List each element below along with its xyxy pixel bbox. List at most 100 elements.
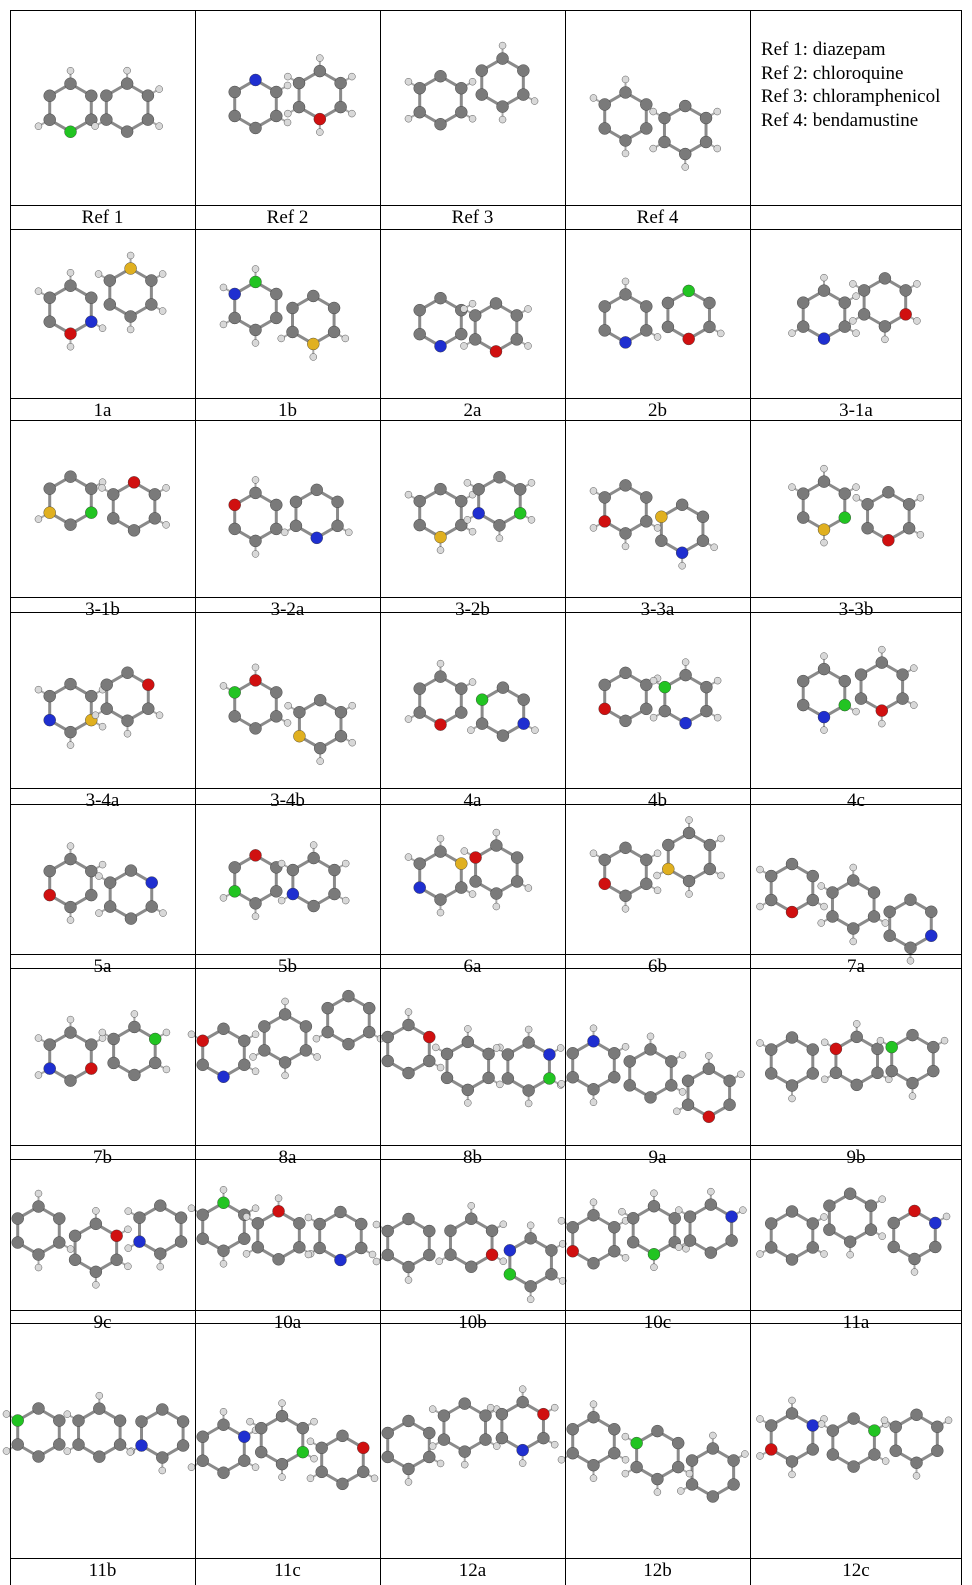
hydrogen-atom: [159, 909, 167, 917]
hydrogen-atom: [817, 919, 825, 927]
hydrogen-atom: [673, 1107, 681, 1115]
hydrogen-atom: [621, 905, 630, 913]
hydrogen-atom: [849, 317, 857, 325]
carbon-atom: [598, 853, 611, 867]
hydrogen-atom: [526, 1295, 535, 1304]
carbon-atom: [482, 1071, 495, 1085]
carbon-atom: [72, 1414, 85, 1427]
hydrogen-atom: [518, 1459, 527, 1467]
carbon-atom: [847, 922, 860, 935]
hydrogen-atom: [251, 912, 260, 921]
carbon-atom: [174, 1235, 188, 1248]
carbon-atom: [278, 1056, 292, 1069]
carbon-atom: [658, 135, 671, 149]
carbon-atom: [100, 89, 113, 102]
carbon-atom: [861, 498, 874, 511]
carbon-atom: [619, 527, 632, 540]
carbon-atom: [120, 77, 134, 90]
hydrogen-atom: [432, 1043, 440, 1052]
carbon-atom: [440, 1071, 454, 1085]
hydrogen-atom: [460, 305, 468, 313]
hydrogen-atom: [436, 908, 445, 917]
carbon-atom: [381, 1426, 394, 1440]
carbon-atom: [908, 1252, 921, 1266]
carbon-atom: [485, 1224, 499, 1237]
hydrogen-atom: [756, 1039, 764, 1047]
nitrogen-atom: [679, 716, 692, 730]
carbon-atom: [334, 729, 348, 743]
carbon-atom: [765, 1241, 778, 1254]
chlorine-atom: [475, 693, 489, 706]
carbon-atom: [469, 333, 482, 346]
hydrogen-atom: [310, 1454, 318, 1463]
carbon-atom: [381, 1248, 394, 1262]
hydrogen-atom: [304, 1250, 313, 1259]
carbon-atom: [437, 1433, 451, 1446]
hydrogen-atom: [621, 75, 630, 84]
carbon-atom: [765, 893, 778, 907]
compound-label: 6a: [463, 956, 482, 977]
hydrogen-atom: [95, 1391, 104, 1400]
hydrogen-atom: [219, 894, 228, 902]
carbon-atom: [286, 301, 299, 315]
compound-label: 3-1b: [85, 599, 120, 620]
carbon-atom: [927, 1040, 940, 1054]
compound-label: 9a: [648, 1147, 667, 1168]
carbon-atom: [651, 1472, 664, 1486]
carbon-atom: [902, 522, 916, 535]
carbon-atom: [723, 1074, 736, 1087]
carbon-atom: [455, 881, 468, 894]
carbon-atom: [461, 1035, 475, 1049]
hydrogen-atom: [95, 872, 103, 880]
oxygen-atom: [249, 674, 262, 687]
hydrogen-atom: [621, 1254, 630, 1262]
oxygen-atom: [829, 1042, 843, 1056]
hydrogen-atom: [156, 1262, 164, 1271]
carbon-atom: [43, 689, 56, 703]
carbon-atom: [434, 118, 447, 131]
carbon-atom: [434, 291, 447, 305]
hydrogen-atom: [878, 1195, 886, 1203]
hydrogen-atom: [717, 871, 725, 880]
carbon-atom: [501, 1048, 515, 1061]
chlorine-atom: [682, 284, 695, 298]
oxygen-atom: [537, 1407, 550, 1421]
hydrogen-atom: [464, 1025, 472, 1033]
carbon-atom: [878, 272, 892, 285]
oxygen-atom: [875, 704, 889, 717]
hydrogen-atom: [788, 1094, 796, 1103]
carbon-atom: [647, 1200, 661, 1213]
carbon-atom: [587, 1257, 600, 1270]
hydrogen-atom: [404, 1478, 413, 1486]
carbon-atom: [661, 296, 675, 310]
hydrogen-atom: [908, 1092, 917, 1100]
nitrogen-atom: [725, 1210, 738, 1223]
hydrogen-atom: [94, 270, 103, 278]
hydrogen-atom: [281, 1071, 289, 1080]
compound-label: 4b: [648, 790, 667, 811]
hydrogen-atom: [313, 1053, 321, 1061]
carbon-atom: [434, 70, 447, 83]
carbon-atom: [640, 877, 653, 891]
carbon-atom: [619, 134, 632, 147]
hydrogen-atom: [524, 1099, 533, 1108]
carbon-atom: [490, 887, 503, 900]
hydrogen-atom: [460, 847, 469, 855]
molecule-image: [34, 251, 167, 351]
hydrogen-atom: [316, 54, 324, 62]
carbon-atom: [817, 475, 831, 488]
hydrogen-atom: [316, 128, 324, 136]
carbon-atom: [495, 1431, 509, 1445]
molecule-image: [2, 1391, 190, 1475]
oxygen-atom: [249, 849, 262, 862]
carbon-atom: [640, 122, 653, 135]
carbon-atom: [251, 1217, 264, 1230]
carbon-atom: [444, 1248, 457, 1261]
hydrogen-atom: [852, 707, 860, 716]
nitrogen-atom: [85, 315, 98, 328]
carbon-atom: [514, 483, 527, 496]
molecule-image: [756, 1020, 949, 1103]
nitrogen-atom: [135, 1439, 148, 1452]
molecule-image: [34, 1010, 171, 1087]
hydrogen-atom: [486, 1403, 495, 1412]
